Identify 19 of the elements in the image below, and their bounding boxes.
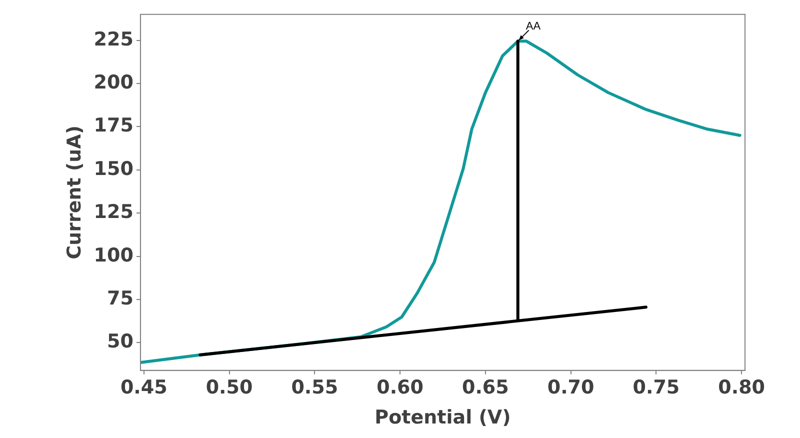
x-tick-label: 0.45 — [120, 376, 168, 399]
y-tick-label: 100 — [94, 244, 134, 266]
x-tick-label: 0.75 — [632, 376, 680, 399]
y-tick-label: 50 — [107, 330, 134, 353]
x-axis-title: Potential (V) — [374, 406, 511, 429]
annotation: AA — [526, 20, 542, 33]
x-tick-label: 0.60 — [376, 376, 424, 399]
y-tick-label: 175 — [94, 114, 134, 137]
x-tick-label: 0.50 — [206, 376, 253, 399]
x-tick-label: 0.65 — [462, 376, 509, 399]
y-tick-label: 75 — [107, 287, 134, 310]
y-tick-label: 225 — [94, 28, 134, 50]
x-tick-label: 0.55 — [291, 376, 338, 399]
x-tick-label: 0.70 — [547, 376, 594, 399]
y-tick-label: 200 — [94, 71, 134, 94]
y-tick-label: 125 — [94, 201, 134, 224]
y-tick-label: 150 — [94, 158, 134, 180]
y-axis-title: Current (uA) — [63, 125, 86, 260]
x-tick-label: 0.80 — [718, 376, 766, 399]
